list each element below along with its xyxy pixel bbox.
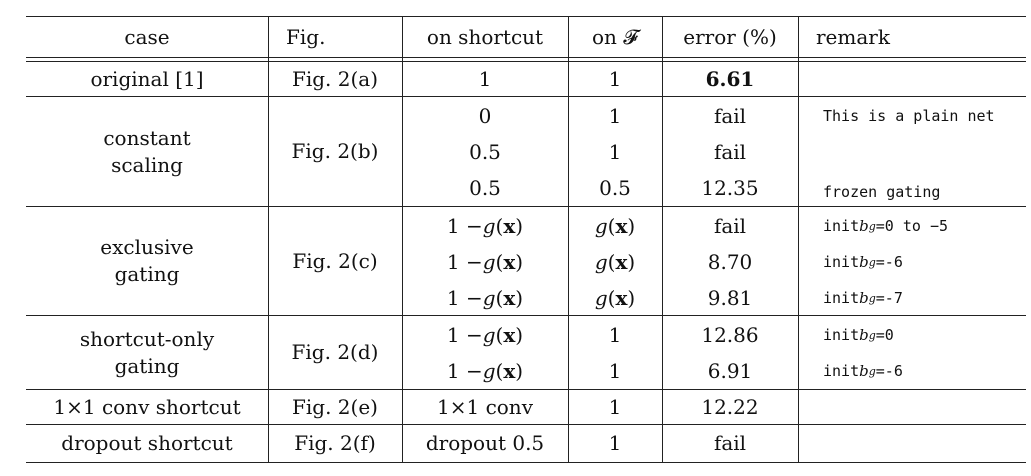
shortcut-r8: 1 − g(x) bbox=[446, 358, 524, 383]
fig-c: Fig. 2(c) bbox=[292, 248, 378, 273]
error-r7: 12.86 bbox=[701, 322, 759, 347]
col-sep-3 bbox=[568, 16, 569, 462]
case-shortcut-only-line2: gating bbox=[114, 353, 180, 378]
case-constant-line1: constant bbox=[103, 125, 191, 150]
onf-r3: 0.5 bbox=[599, 175, 631, 200]
shortcut-r3: 0.5 bbox=[469, 175, 501, 200]
remark-r7: init b g =0 bbox=[823, 325, 894, 344]
onf-r4: g(x) bbox=[594, 213, 636, 238]
error-r2: fail bbox=[713, 139, 747, 164]
onf-r5: g(x) bbox=[594, 249, 636, 274]
col-sep-1 bbox=[268, 16, 269, 462]
case-shortcut-only-line1: shortcut-only bbox=[79, 326, 215, 351]
case-constant-line2: scaling bbox=[111, 152, 183, 177]
onf-r9: 1 bbox=[608, 394, 622, 419]
fig-f: Fig. 2(f) bbox=[294, 430, 376, 455]
shortcut-r1: 0 bbox=[478, 103, 492, 128]
rule-top bbox=[26, 16, 1026, 17]
shortcut-r10: dropout 0.5 bbox=[425, 430, 545, 455]
remark-r3: frozen gating bbox=[823, 182, 941, 201]
fig-a: Fig. 2(a) bbox=[291, 66, 379, 91]
fig-d: Fig. 2(d) bbox=[291, 340, 379, 364]
case-shortcut-only-gating: shortcut-only gating bbox=[26, 316, 268, 389]
rule-header-a bbox=[26, 57, 1026, 58]
rule-bottom bbox=[26, 462, 1026, 463]
header-error: error (%) bbox=[683, 24, 777, 49]
error-original: 6.61 bbox=[705, 66, 755, 91]
error-r10: fail bbox=[713, 430, 747, 455]
shortcut-r7: 1 − g(x) bbox=[446, 322, 524, 347]
remark-r8: init b g =-6 bbox=[823, 361, 903, 380]
fig-b: Fig. 2(b) bbox=[291, 139, 379, 163]
remark-r5: init b g =-6 bbox=[823, 252, 903, 271]
case-exclusive-gating: exclusive gating bbox=[26, 207, 268, 315]
error-r1: fail bbox=[713, 103, 747, 128]
rule-row-10 bbox=[26, 424, 1026, 425]
onf-r1: 1 bbox=[608, 103, 622, 128]
rule-row-1 bbox=[26, 96, 1026, 97]
shortcut-r4: 1 − g(x) bbox=[446, 213, 524, 238]
error-r9: 12.22 bbox=[701, 394, 759, 419]
remark-r6: init b g =-7 bbox=[823, 288, 903, 307]
onf-r8: 1 bbox=[608, 358, 622, 383]
case-constant-scaling: constant scaling bbox=[26, 97, 268, 206]
header-on-f: on 𝓕 bbox=[591, 24, 639, 49]
case-conv-shortcut: 1×1 conv shortcut bbox=[53, 394, 241, 419]
onf-r2: 1 bbox=[608, 139, 622, 164]
case-exclusive-line1: exclusive bbox=[100, 235, 194, 259]
rule-header-b bbox=[26, 61, 1026, 62]
onf-original: 1 bbox=[608, 66, 622, 91]
error-r8: 6.91 bbox=[707, 358, 753, 383]
onf-r10: 1 bbox=[608, 430, 622, 455]
header-shortcut: on shortcut bbox=[426, 24, 544, 49]
error-r6: 9.81 bbox=[707, 285, 753, 310]
header-case: case bbox=[124, 24, 170, 49]
error-r5: 8.70 bbox=[707, 249, 753, 274]
shortcut-r9: 1×1 conv bbox=[437, 394, 533, 419]
rule-group-3 bbox=[26, 315, 1026, 316]
shortcut-r6: 1 − g(x) bbox=[446, 285, 524, 310]
shortcut-r5: 1 − g(x) bbox=[446, 249, 524, 274]
rule-group-2 bbox=[26, 206, 1026, 207]
header-fig: Fig. bbox=[286, 24, 326, 49]
rule-group-4 bbox=[26, 389, 1026, 390]
fig-e: Fig. 2(e) bbox=[292, 394, 378, 419]
header-remark: remark bbox=[816, 24, 890, 49]
case-exclusive-line2: gating bbox=[114, 262, 180, 286]
shortcut-original: 1 bbox=[478, 66, 492, 91]
error-r4: fail bbox=[713, 213, 747, 238]
remark-r4: init b g =0 to −5 bbox=[823, 216, 949, 235]
col-sep-5 bbox=[798, 16, 799, 462]
error-r3: 12.35 bbox=[701, 175, 759, 200]
case-dropout-shortcut: dropout shortcut bbox=[61, 430, 233, 455]
case-original: original [1] bbox=[90, 66, 204, 91]
shortcut-r2: 0.5 bbox=[469, 139, 501, 164]
onf-r6: g(x) bbox=[594, 285, 636, 310]
col-sep-4 bbox=[662, 16, 663, 462]
col-sep-2 bbox=[402, 16, 403, 462]
remark-r1: This is a plain net bbox=[823, 106, 995, 125]
onf-r7: 1 bbox=[608, 322, 622, 347]
